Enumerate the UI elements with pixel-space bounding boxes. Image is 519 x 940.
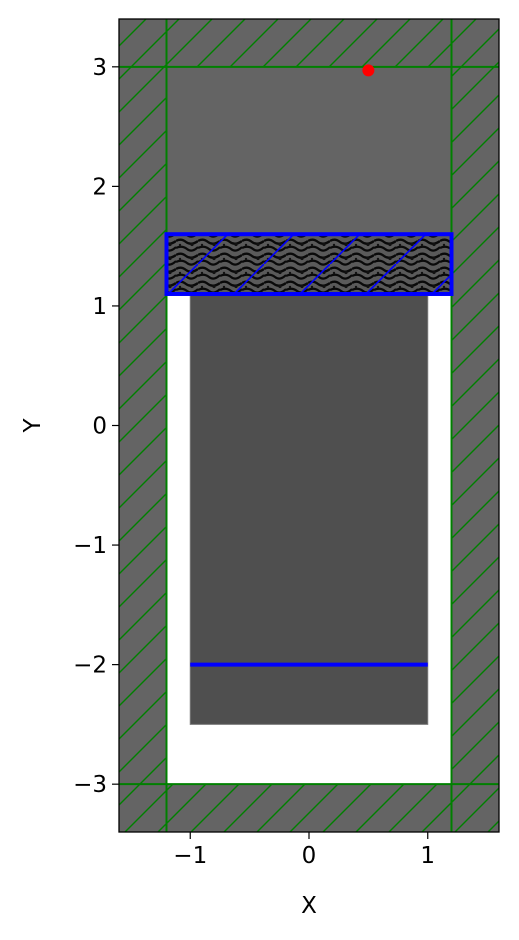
x-tick-label-1: 0 [302,843,317,869]
y-tick-label-5: −2 [73,653,107,679]
x-tick-label-0: −1 [173,843,207,869]
y-axis-label: Y [20,418,46,434]
plot-area [119,19,499,832]
y-tick-label-4: −1 [73,533,107,559]
monitor-point [362,64,375,77]
design-region-hatch [166,234,452,294]
upper-material [166,66,452,235]
y-tick-label-2: 1 [92,294,107,320]
x-tick-label-2: 1 [420,843,435,869]
y-tick-label-1: 2 [92,174,107,200]
pml-right-hatch [451,19,499,832]
y-tick-label-3: 0 [92,414,107,440]
pml-bottom-hatch [119,784,499,832]
y-tick-label-6: −3 [73,772,107,798]
design-region-outline [164,232,454,296]
axes: −1 0 1 3 2 1 0 −1 −2 −3 X Y [20,18,500,919]
waveguide-block [189,293,429,725]
y-tick-label-0: 3 [92,55,107,81]
pml-left-hatch [119,19,167,832]
x-axis-label: X [301,893,317,919]
pml-top-hatch [119,19,499,67]
